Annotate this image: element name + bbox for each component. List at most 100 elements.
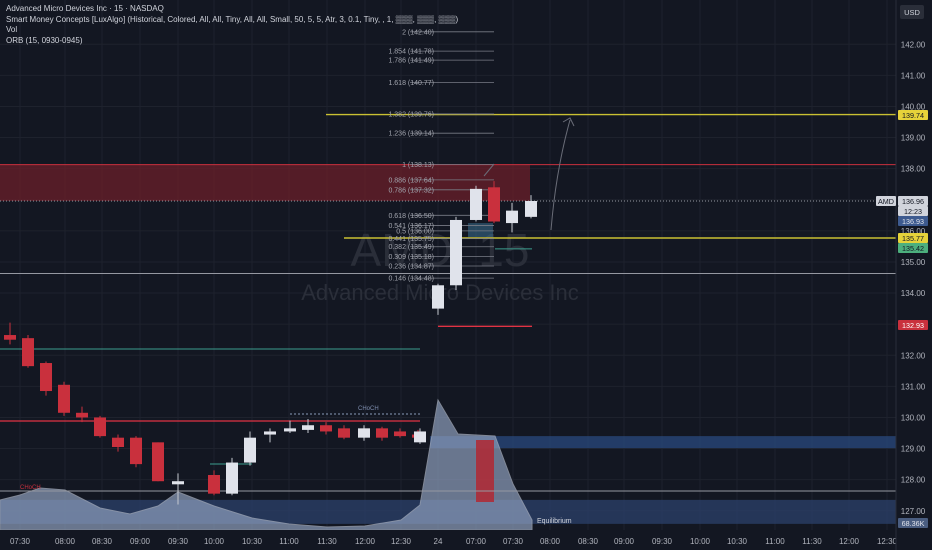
- time-tick-label: 12:00: [839, 537, 860, 546]
- candle-down[interactable]: [4, 335, 16, 340]
- candle-up[interactable]: [264, 431, 276, 435]
- fib-level-label: 0.146 (134.48): [388, 276, 434, 283]
- candlesticks[interactable]: [4, 181, 537, 505]
- volume-axis-tag[interactable]: [898, 518, 928, 528]
- price-tick-label: 141.00: [901, 71, 926, 80]
- fib-level-label: 1 (138.13): [402, 162, 434, 169]
- fib-level-label: 0.5 (136.00): [396, 228, 434, 235]
- volume-profile: [0, 398, 533, 531]
- supply-zone: [0, 164, 530, 201]
- candle-up[interactable]: [525, 201, 537, 217]
- fib-level-label: 1.854 (141.78): [388, 49, 434, 56]
- fib-level-label: 1.786 (141.49): [388, 58, 434, 65]
- time-tick-label: 09:00: [130, 537, 151, 546]
- choch-label: CHoCH: [20, 485, 41, 491]
- fib-level-label: 0.236 (134.87): [388, 263, 434, 270]
- candle-down[interactable]: [112, 437, 124, 448]
- price-axis[interactable]: USD142.00141.00140.00139.00138.00137.001…: [876, 0, 932, 550]
- candle-up[interactable]: [470, 188, 482, 220]
- price-tag-countdown[interactable]: [898, 206, 928, 216]
- time-tick-label: 07:30: [503, 537, 524, 546]
- indicator-legend-smc[interactable]: Smart Money Concepts [LuxAlgo] (Historic…: [6, 14, 459, 24]
- candle-down[interactable]: [320, 425, 332, 432]
- time-tick-label: 09:30: [168, 537, 189, 546]
- fvg-zone: [468, 223, 493, 238]
- price-tick-label: 128.00: [901, 476, 926, 485]
- price-tick-label: 140.00: [901, 102, 926, 111]
- price-tag-label: 139.74: [902, 111, 924, 120]
- time-tick-label: 11:30: [802, 537, 822, 546]
- price-tag-green[interactable]: [898, 243, 928, 253]
- candle-down[interactable]: [130, 437, 142, 465]
- time-tick-label: 12:00: [355, 537, 376, 546]
- price-tag-red[interactable]: [898, 320, 928, 330]
- candle-down[interactable]: [338, 428, 350, 438]
- price-tick-label: 132.00: [901, 351, 926, 360]
- candle-down[interactable]: [376, 428, 388, 438]
- candle-down[interactable]: [22, 338, 34, 367]
- price-tag-orb[interactable]: [898, 110, 928, 120]
- price-tag-label: 135.42: [902, 244, 924, 253]
- time-tick-label: 07:30: [10, 537, 31, 546]
- candle-down[interactable]: [58, 384, 70, 413]
- time-axis[interactable]: 07:30 08:00 08:30 09:00 09:30 10:00 10:30 11:00…: [0, 530, 898, 550]
- candle-down[interactable]: [94, 417, 106, 437]
- candle-up[interactable]: [244, 437, 256, 463]
- volume-bar-highlight: [476, 440, 494, 502]
- time-tick-label: 08:30: [92, 537, 113, 546]
- candle-down[interactable]: [76, 412, 88, 418]
- candle-up[interactable]: [450, 219, 462, 286]
- fib-level-label: 1.618 (140.77): [388, 80, 434, 87]
- price-tick-label: 129.00: [901, 445, 926, 454]
- price-tag-label: 12:23: [904, 207, 922, 216]
- candle-down[interactable]: [208, 474, 220, 494]
- volume-area: [0, 398, 533, 531]
- fib-level-label: 0.618 (136.50): [388, 213, 434, 220]
- candle-down[interactable]: [40, 363, 52, 392]
- fib-level-label: 0.541 (136.17): [388, 223, 434, 230]
- time-tick-label: 10:30: [727, 537, 748, 546]
- price-tag-demand[interactable]: [898, 216, 928, 226]
- candle-up[interactable]: [432, 285, 444, 309]
- projection-arrow: [550, 119, 571, 231]
- price-tag-label: 132.93: [902, 321, 924, 330]
- time-tick-label: 12:30: [391, 537, 412, 546]
- time-tick-label: 12:30: [877, 537, 898, 546]
- indicator-legend-vol[interactable]: Vol: [6, 25, 18, 34]
- price-tag-orb[interactable]: [898, 233, 928, 243]
- symbol-title[interactable]: Advanced Micro Devices Inc · 15 · NASDAQ: [6, 4, 164, 13]
- price-tag-last[interactable]: [898, 196, 928, 206]
- price-tag-symbol[interactable]: [876, 196, 896, 206]
- candle-up[interactable]: [172, 481, 184, 485]
- candle-up[interactable]: [358, 428, 370, 438]
- candle-up[interactable]: [414, 431, 426, 443]
- fib-level-label: 0.382 (135.49): [388, 244, 434, 251]
- level-lines: [0, 113, 896, 492]
- candle-down[interactable]: [488, 187, 500, 222]
- candle-down[interactable]: [152, 442, 164, 482]
- candle-up[interactable]: [506, 210, 518, 224]
- time-tick-label: 11:00: [765, 537, 785, 546]
- price-tick-label: 127.00: [901, 507, 926, 516]
- candle-up[interactable]: [226, 462, 238, 494]
- indicator-legend-orb[interactable]: ORB (15, 0930-0945): [6, 35, 83, 45]
- time-tick-label: 08:00: [55, 537, 76, 546]
- currency-button[interactable]: [900, 5, 924, 19]
- time-tick-label: 10:00: [204, 537, 225, 546]
- candle-up[interactable]: [284, 428, 296, 432]
- price-tick-label: 139.00: [901, 134, 926, 143]
- fib-level-label: 1.236 (139.14): [388, 131, 434, 138]
- price-tick-label: 131.00: [901, 382, 926, 391]
- candle-up[interactable]: [302, 425, 314, 430]
- chart-legend: Advanced Micro Devices Inc · 15 · NASDAQ…: [6, 4, 458, 46]
- candle-down[interactable]: [394, 431, 406, 437]
- price-tick-label: 135.00: [901, 258, 926, 267]
- watermark-ticker: AMD, 15: [351, 224, 530, 276]
- time-tick-label: 09:00: [614, 537, 635, 546]
- time-tick-label: 08:30: [578, 537, 599, 546]
- choch-label: CHoCH: [358, 406, 379, 412]
- fib-level-label: 1.382 (139.76): [388, 111, 434, 118]
- time-tick-label: 10:30: [242, 537, 263, 546]
- currency-label[interactable]: USD: [904, 8, 920, 17]
